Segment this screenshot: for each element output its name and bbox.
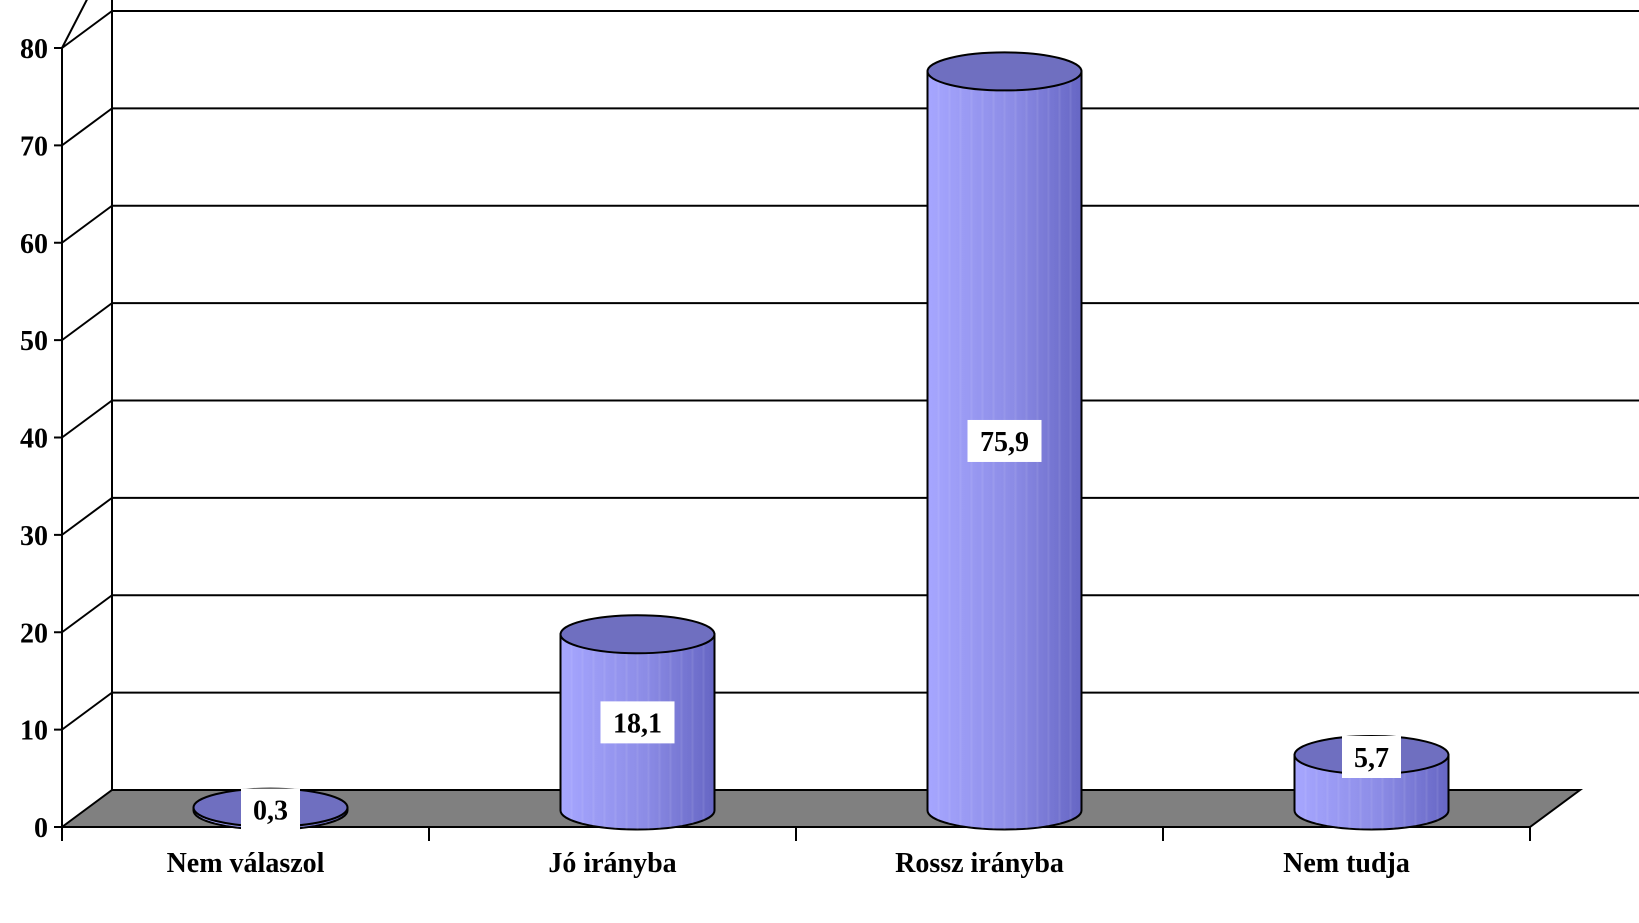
y-tick-label: 60 <box>20 229 48 260</box>
bar-top <box>926 51 1083 92</box>
y-tick-label: 20 <box>20 618 48 649</box>
category-label: Nem válaszol <box>167 848 325 879</box>
gridline-side <box>61 204 113 244</box>
y-tick-label: 0 <box>34 813 48 844</box>
bar-body <box>1293 753 1450 831</box>
y-tick-label: 70 <box>20 131 48 162</box>
data-label: 0,3 <box>253 796 288 827</box>
gridline-side <box>61 0 88 49</box>
bar-top <box>559 614 716 655</box>
data-label: 18,1 <box>613 708 662 739</box>
gridline-side <box>61 302 113 341</box>
bars <box>192 51 1450 831</box>
gridline-side <box>61 594 113 634</box>
y-tick-label: 10 <box>20 716 48 747</box>
bar-nem-tudja <box>1293 734 1450 831</box>
y-tick-label: 50 <box>20 326 48 357</box>
y-tick-label: 80 <box>20 34 48 65</box>
gridline-side <box>61 10 113 49</box>
gridlines <box>61 0 1639 790</box>
gridline-side <box>61 497 113 536</box>
gridline-side <box>61 107 113 147</box>
y-tick-label: 40 <box>20 424 48 455</box>
labels: 0 10 20 30 40 50 60 70 80 0,3 Nem válaszol 18,1 Jó i… <box>20 34 1410 879</box>
y-tick-label: 30 <box>20 521 48 552</box>
category-label: Nem tudja <box>1283 848 1410 879</box>
data-label: 75,9 <box>980 427 1029 458</box>
data-label: 5,7 <box>1354 743 1389 774</box>
data-label-box <box>1342 735 1401 778</box>
data-label-box <box>600 701 675 744</box>
category-label: Jó irányba <box>548 848 676 879</box>
gridline-side <box>61 399 113 439</box>
axes <box>54 47 1531 841</box>
gridline-side <box>61 691 113 731</box>
category-label: Rossz irányba <box>895 848 1064 879</box>
data-label-box <box>967 419 1042 462</box>
data-label-box <box>241 788 300 831</box>
